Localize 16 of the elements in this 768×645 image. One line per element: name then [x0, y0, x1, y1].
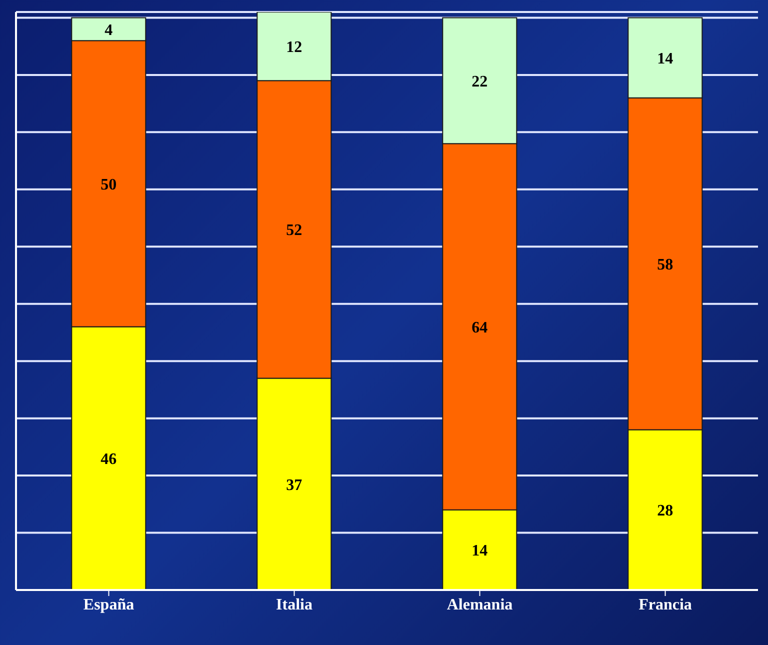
data-label: 14: [472, 542, 488, 560]
data-label: 37: [286, 476, 302, 494]
data-label: 28: [657, 502, 674, 520]
data-label: 12: [286, 39, 302, 56]
data-label: 58: [657, 256, 674, 274]
data-label: 22: [472, 73, 488, 90]
x-tick-label: Francia: [638, 596, 692, 614]
data-label: 64: [472, 319, 488, 336]
data-label: 4: [104, 22, 113, 39]
x-tick-label: España: [83, 596, 134, 614]
data-label: 50: [100, 176, 117, 194]
data-label: 14: [657, 50, 674, 68]
data-label: 46: [100, 451, 117, 468]
x-tick-label: Alemania: [446, 596, 513, 614]
x-tick-label: Italia: [276, 596, 312, 614]
data-label: 52: [286, 222, 302, 240]
